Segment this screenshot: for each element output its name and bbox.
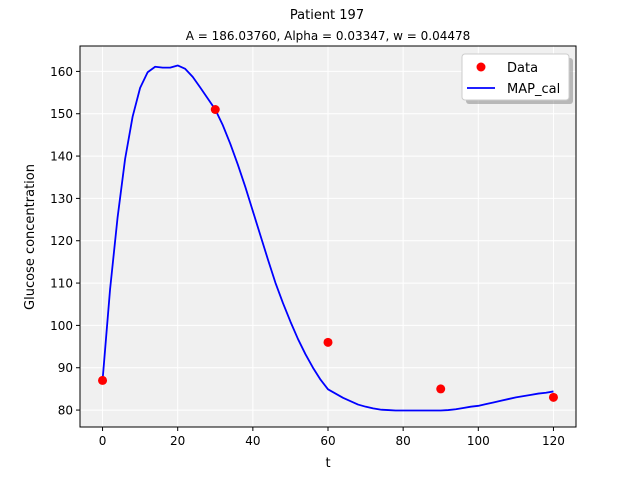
map-cal-curve	[101, 64, 554, 412]
x-tick-label: 0	[99, 434, 107, 448]
x-axis-ticks: 0 20 40 60 80 100 120	[99, 427, 565, 448]
y-tick-label: 110	[50, 277, 73, 291]
data-point	[323, 337, 333, 347]
chart-suptitle: Patient 197	[290, 8, 364, 23]
y-axis-label: Glucose concentration	[23, 164, 38, 310]
y-tick-label: 160	[50, 65, 73, 79]
chart-title: A = 186.03760, Alpha = 0.03347, w = 0.04…	[186, 29, 471, 43]
x-axis-label: t	[325, 456, 330, 471]
y-tick-label: 130	[50, 192, 73, 206]
x-tick-label: 120	[542, 434, 565, 448]
y-tick-label: 100	[50, 319, 73, 333]
y-tick-label: 80	[58, 404, 73, 418]
data-point	[436, 384, 446, 394]
y-tick-label: 140	[50, 150, 73, 164]
data-point	[548, 392, 558, 402]
legend-map-cal-label: MAP_cal	[507, 82, 560, 97]
grid	[80, 46, 576, 427]
y-tick-label: 90	[58, 361, 73, 375]
map-cal-line	[101, 64, 554, 412]
legend: Data MAP_cal	[461, 53, 573, 104]
x-tick-label: 60	[320, 434, 335, 448]
x-tick-label: 100	[467, 434, 490, 448]
x-tick-label: 80	[396, 434, 411, 448]
data-point	[210, 105, 220, 114]
data-point	[98, 375, 108, 385]
y-tick-label: 150	[50, 107, 73, 121]
legend-data-label: Data	[507, 61, 538, 76]
y-tick-label: 120	[50, 234, 73, 248]
legend-data-marker	[476, 62, 486, 72]
x-tick-label: 20	[170, 434, 185, 448]
x-tick-label: 40	[245, 434, 260, 448]
y-axis-ticks: 80 90 100 110 120 130 140 150 160	[50, 65, 80, 418]
data-points	[98, 105, 558, 402]
